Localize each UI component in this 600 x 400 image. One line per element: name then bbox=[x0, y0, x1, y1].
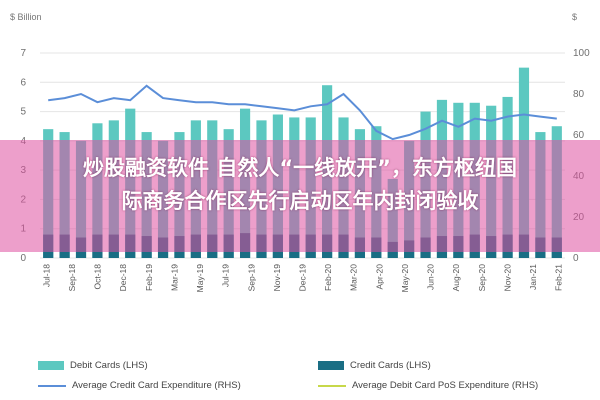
left-unit-label: $ Billion bbox=[10, 12, 42, 22]
x-tick-8: Feb-19 bbox=[144, 264, 154, 291]
x-tick-2: Sep-18 bbox=[67, 264, 77, 292]
x-tick-32: Aug-20 bbox=[451, 264, 461, 292]
x-tick-18: Nov-19 bbox=[272, 264, 282, 292]
x-tick-14: Jul-19 bbox=[221, 264, 231, 287]
legend-credit-cards: Credit Cards (LHS) bbox=[318, 360, 431, 371]
x-tick-24: Mar-20 bbox=[349, 264, 359, 291]
x-tick-16: Sep-19 bbox=[246, 264, 256, 292]
x-tick-10: Mar-19 bbox=[169, 264, 179, 291]
x-tick-6: Dec-18 bbox=[118, 264, 128, 292]
x-tick-36: Nov-20 bbox=[502, 264, 512, 292]
right-unit-label: $ bbox=[572, 12, 577, 22]
y-right-tick-5: 100 bbox=[573, 48, 590, 59]
banner-line-1: 炒股融资软件 自然人“一线放开”，东方枢纽国 bbox=[83, 156, 517, 180]
legend-debit-cards: Debit Cards (LHS) bbox=[38, 360, 148, 371]
legend-swatch-avg-debit bbox=[318, 384, 346, 387]
line-series-0 bbox=[48, 84, 557, 141]
x-tick-28: May-20 bbox=[400, 264, 410, 293]
x-tick-40: Feb-21 bbox=[554, 264, 564, 291]
x-tick-0: Jul-18 bbox=[41, 264, 51, 287]
x-tick-38: Jan-21 bbox=[528, 264, 538, 290]
legend-avg-credit-expenditure: Average Credit Card Expenditure (RHS) bbox=[38, 380, 241, 391]
x-tick-34: Sep-20 bbox=[477, 264, 487, 292]
legend-swatch-debit bbox=[38, 361, 64, 370]
legend-avg-debit-pos-expenditure: Average Debit Card PoS Expenditure (RHS) bbox=[318, 380, 538, 391]
legend-label-avg-credit: Average Credit Card Expenditure (RHS) bbox=[72, 380, 241, 391]
x-tick-20: Dec-19 bbox=[298, 264, 308, 292]
y-right-tick-0: 0 bbox=[573, 253, 579, 264]
y-left-tick-0: 0 bbox=[20, 253, 26, 264]
x-tick-30: Jun-20 bbox=[426, 264, 436, 290]
y-left-tick-5: 5 bbox=[20, 107, 26, 118]
x-tick-26: Apr-20 bbox=[374, 264, 384, 290]
banner-line-2: 际商务合作区先行启动区年内封闭验收 bbox=[121, 189, 479, 213]
legend-swatch-avg-credit bbox=[38, 384, 66, 387]
overlay-banner bbox=[0, 140, 600, 252]
legend-label-avg-debit: Average Debit Card PoS Expenditure (RHS) bbox=[352, 380, 539, 391]
x-tick-22: Feb-20 bbox=[323, 264, 333, 291]
y-right-tick-3: 60 bbox=[573, 130, 585, 141]
line-layer bbox=[48, 84, 557, 141]
x-tick-12: May-19 bbox=[195, 264, 205, 293]
legend-label-credit: Credit Cards (LHS) bbox=[350, 360, 431, 371]
overlay-banner-text: 炒股融资软件 自然人“一线放开”，东方枢纽国 际商务合作区先行启动区年内封闭验收 bbox=[0, 152, 600, 218]
y-left-tick-7: 7 bbox=[20, 48, 26, 59]
legend-swatch-credit bbox=[318, 361, 344, 370]
y-left-tick-6: 6 bbox=[20, 77, 26, 88]
y-right-tick-4: 80 bbox=[573, 89, 585, 100]
legend-label-debit: Debit Cards (LHS) bbox=[70, 360, 148, 371]
x-tick-4: Oct-18 bbox=[93, 264, 103, 290]
